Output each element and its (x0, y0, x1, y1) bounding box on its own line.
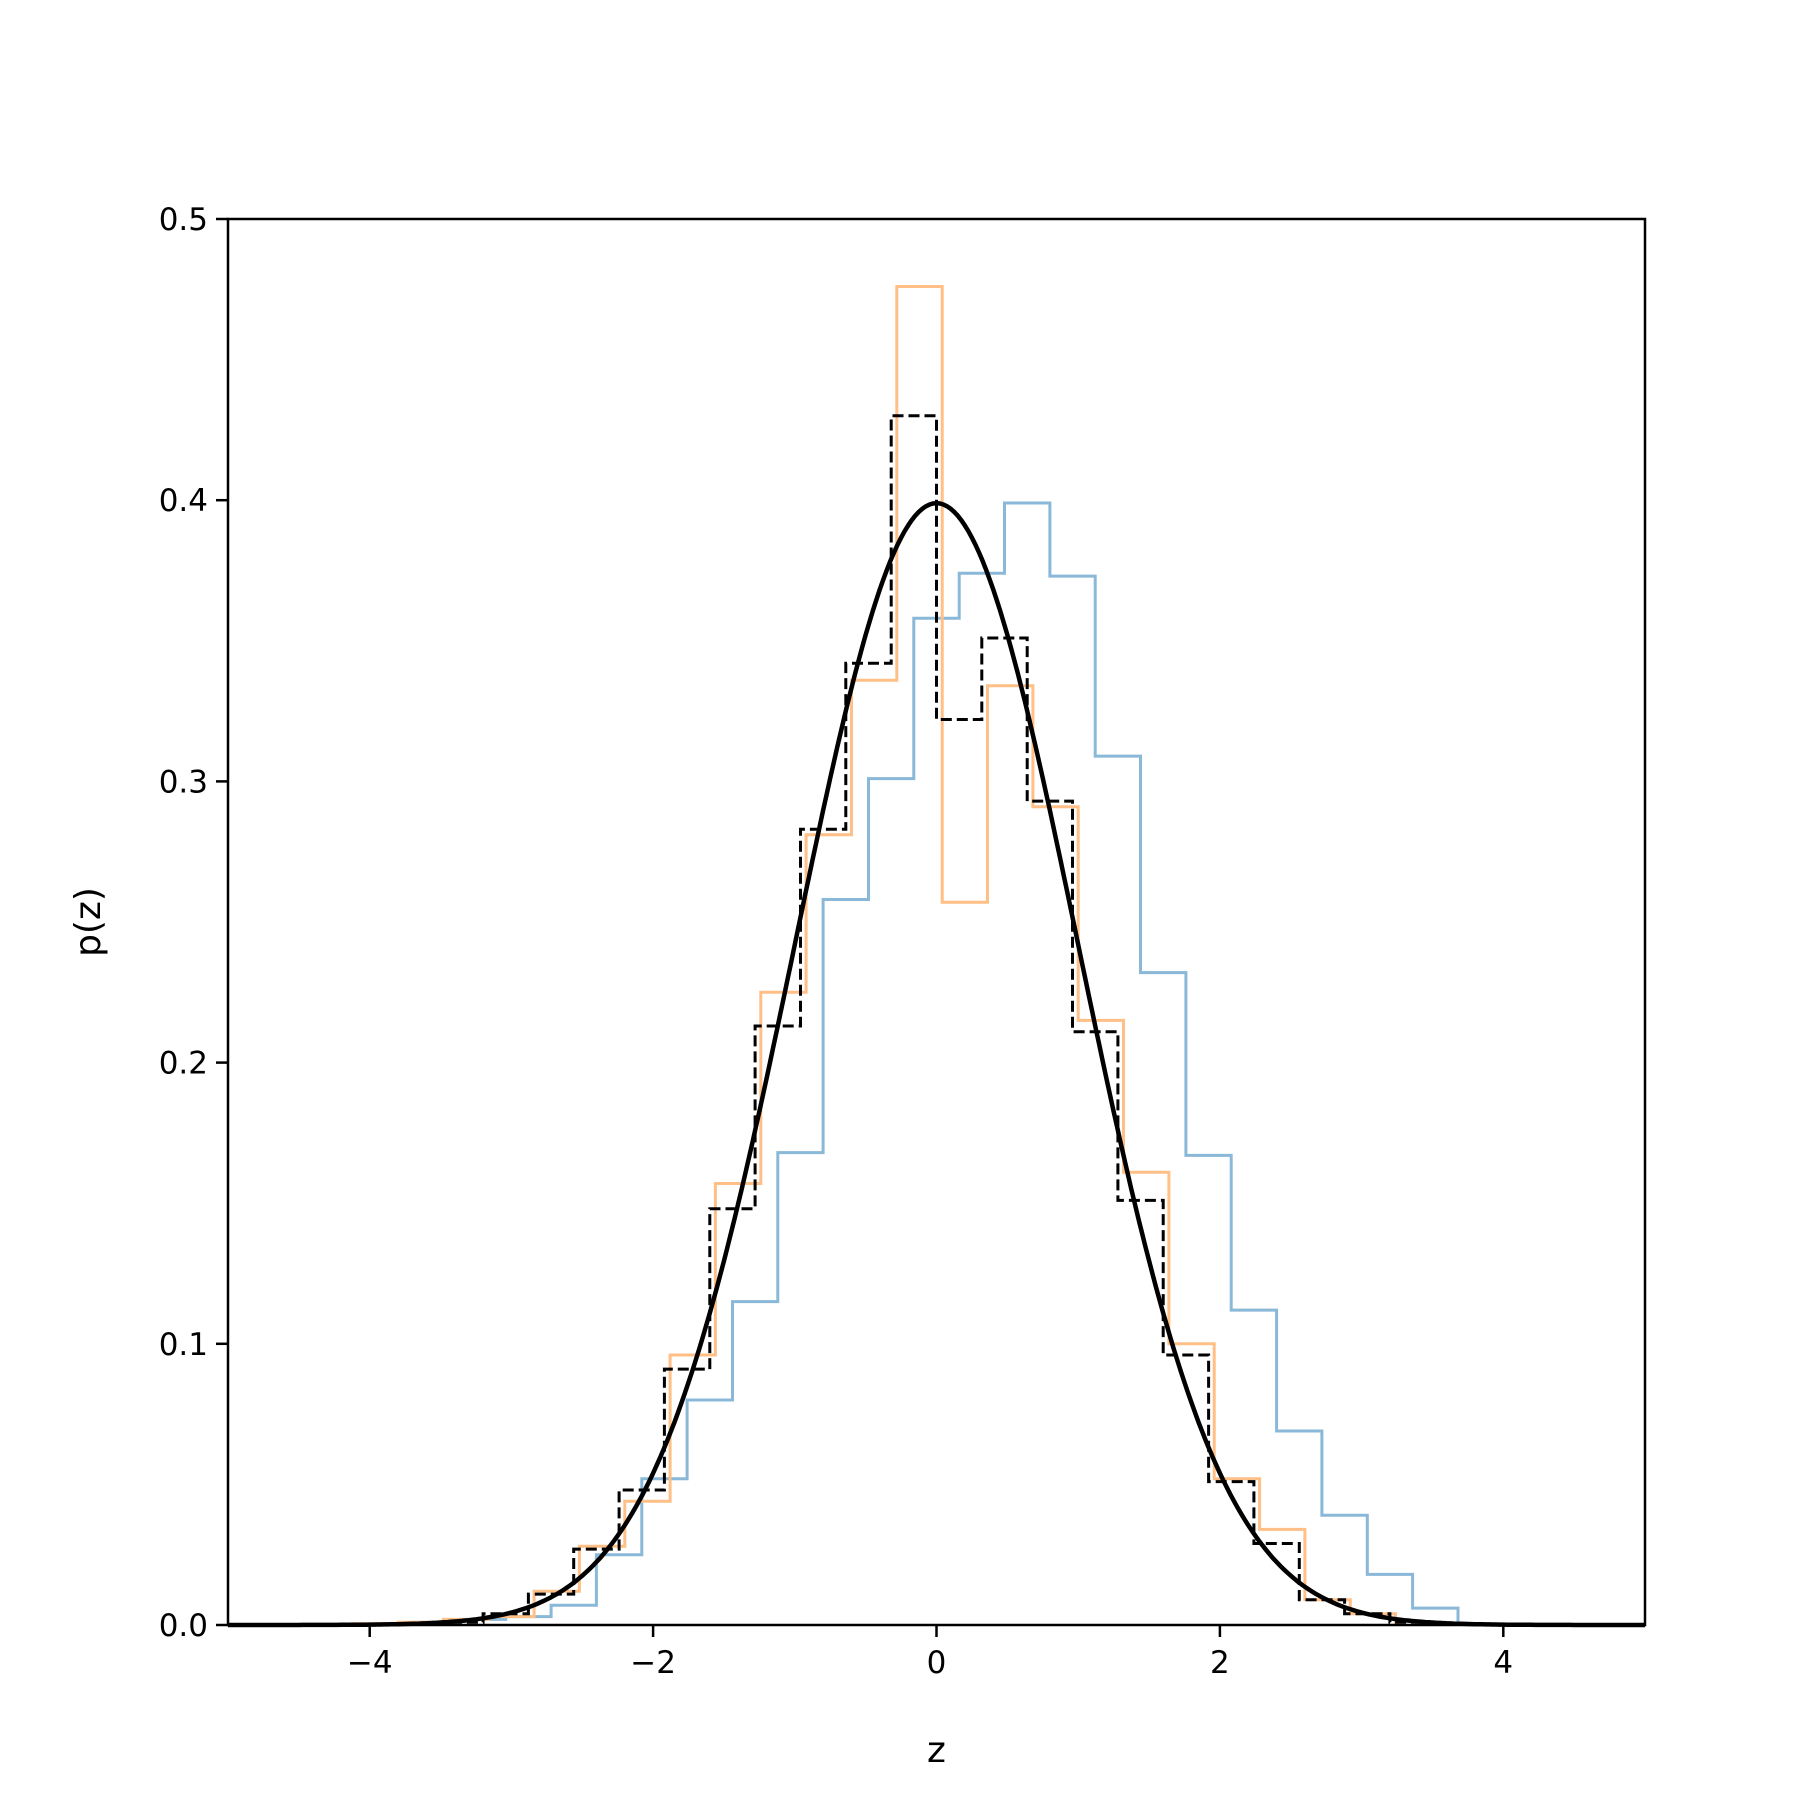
x-tick-label: 0 (927, 1645, 947, 1681)
series-2-bin (846, 663, 891, 1625)
x-tick-label: −4 (347, 1645, 393, 1681)
y-tick-label: 0.4 (159, 483, 208, 519)
series-2-bin (801, 829, 846, 1625)
x-axis-label: z (927, 1730, 946, 1771)
series-2-bin (619, 1490, 664, 1625)
y-tick-label: 0.5 (159, 202, 208, 238)
series-2-bin (710, 1209, 755, 1625)
series-2-bin (982, 638, 1027, 1625)
x-tick-label: 4 (1493, 1645, 1513, 1681)
x-tick-label: 2 (1210, 1645, 1230, 1681)
series-2-bin (664, 1369, 709, 1625)
y-tick-label: 0.3 (159, 764, 208, 800)
normal-pdf-curve (228, 500, 1645, 1628)
y-tick-label: 0.0 (159, 1608, 208, 1644)
series-2-bin (1118, 1200, 1163, 1625)
ticks-layer: −4 −2 0 2 4 0.0 0.1 0.2 0.3 0.4 0.5 (159, 202, 1513, 1681)
series-2-bin (937, 720, 982, 1626)
series-2-bin (1027, 801, 1072, 1625)
series-2 (436, 414, 1437, 1626)
x-tick-label: −2 (630, 1645, 676, 1681)
series-2-bin (1254, 1544, 1299, 1626)
series-2-bin (1163, 1355, 1208, 1625)
series-2-bin (1073, 1032, 1118, 1625)
series-2-step-outline (436, 414, 1437, 1625)
series-3 (228, 500, 1645, 1628)
series-layer (228, 285, 1645, 1628)
y-tick-label: 0.1 (159, 1327, 208, 1363)
series-2-bin (755, 1026, 800, 1625)
series-2-bin (1209, 1482, 1254, 1625)
series-2-bin (891, 416, 936, 1625)
y-tick-label: 0.2 (159, 1046, 208, 1082)
y-axis-label: p(z) (68, 887, 109, 957)
